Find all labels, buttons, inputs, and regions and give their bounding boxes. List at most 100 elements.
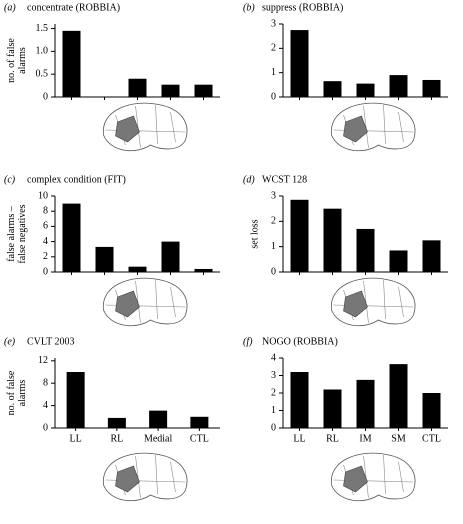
brain-outline <box>103 452 188 502</box>
y-tick-label: 1.0 <box>36 46 49 57</box>
x-tick-label: CTL <box>190 433 209 444</box>
bar <box>128 266 147 272</box>
panel-label: (e) <box>4 336 16 347</box>
y-tick-label: 0 <box>43 266 48 277</box>
y-tick-label: 10 <box>38 190 48 201</box>
y-tick-label: 1 <box>271 67 276 78</box>
bar <box>62 30 81 97</box>
y-tick-label: 8 <box>43 205 48 216</box>
bar <box>66 372 85 428</box>
panel-title: complex condition (FIT) <box>27 174 126 185</box>
bar <box>356 379 375 428</box>
x-tick-label: LL <box>70 433 82 444</box>
bar <box>356 228 375 272</box>
bar <box>422 79 441 97</box>
brain-outline <box>331 102 416 152</box>
y-tick-label: 2 <box>43 251 48 262</box>
y-axis-label: alarms <box>17 380 28 407</box>
x-tick-label: RL <box>326 433 339 444</box>
brain-lesion <box>115 115 140 143</box>
brain-lesion <box>115 290 140 318</box>
y-tick-label: 2 <box>271 216 276 227</box>
y-axis-label: no. of false <box>6 38 17 83</box>
y-tick-label: 1.5 <box>36 23 49 34</box>
bar <box>422 240 441 272</box>
brain-sulcus <box>135 105 141 149</box>
brain-lesion <box>343 465 368 493</box>
y-tick-label: 12 <box>38 355 48 366</box>
brain-sulcus <box>383 104 386 145</box>
y-tick-label: 3 <box>271 18 276 29</box>
panel-label: (d) <box>243 174 255 185</box>
y-tick-label: 3 <box>271 370 276 381</box>
y-tick-label: 0 <box>43 91 48 102</box>
bar <box>290 372 309 428</box>
brain-sulcus <box>383 279 386 320</box>
y-tick-label: 0.5 <box>36 68 49 79</box>
y-tick-label: 8 <box>43 377 48 388</box>
brain-lesion <box>343 115 368 143</box>
panel-title: CVLT 2003 <box>27 336 75 347</box>
bar <box>149 410 168 428</box>
bar <box>389 364 408 428</box>
brain-lesion <box>343 290 368 318</box>
bar <box>161 241 180 272</box>
bar <box>194 84 213 97</box>
panel-label: (a) <box>4 2 16 13</box>
bar <box>323 389 342 428</box>
panel-label: (f) <box>243 336 253 347</box>
x-tick-label: SM <box>391 433 406 444</box>
bar <box>128 78 147 97</box>
bar <box>62 203 81 272</box>
brain-sulcus <box>155 454 158 495</box>
brain-outline <box>331 277 416 327</box>
y-tick-label: 0 <box>271 422 276 433</box>
brain-sulcus <box>135 455 141 499</box>
y-axis-label: alarms <box>17 47 28 74</box>
bar <box>323 81 342 97</box>
y-tick-label: 0 <box>43 422 48 433</box>
brain-outline <box>103 102 188 152</box>
x-tick-label: IM <box>359 433 371 444</box>
y-tick-label: 2 <box>271 43 276 54</box>
bar <box>422 393 441 428</box>
bar <box>389 250 408 272</box>
bar <box>323 208 342 272</box>
brain-sulcus <box>170 461 176 493</box>
brain-sulcus <box>363 105 369 149</box>
y-tick-label: 4 <box>271 352 276 363</box>
x-tick-label: Medial <box>144 433 173 444</box>
y-tick-label: 6 <box>43 221 48 232</box>
panel-title: WCST 128 <box>262 174 307 185</box>
y-tick-label: 3 <box>271 190 276 201</box>
brain-sulcus <box>398 286 404 318</box>
y-axis-label: false negatives <box>17 204 28 263</box>
panel-title: concentrate (ROBBIA) <box>27 2 120 13</box>
panel-title: suppress (ROBBIA) <box>262 2 343 13</box>
brain-sulcus <box>155 104 158 145</box>
brain-lesion <box>115 465 140 493</box>
bar <box>190 416 209 428</box>
brain-sulcus <box>170 111 176 143</box>
y-tick-label: 0 <box>271 91 276 102</box>
bar <box>389 75 408 97</box>
brain-sulcus <box>383 454 386 495</box>
y-axis-label: no. of false <box>6 370 17 415</box>
y-tick-label: 2 <box>271 387 276 398</box>
bar <box>161 84 180 97</box>
bar <box>290 199 309 272</box>
x-tick-label: RL <box>110 433 123 444</box>
bar <box>95 246 114 272</box>
brain-sulcus <box>170 286 176 318</box>
bar <box>194 268 213 272</box>
panel-label: (c) <box>4 174 16 185</box>
brain-sulcus <box>155 279 158 320</box>
bar <box>356 83 375 97</box>
y-tick-label: 4 <box>43 400 48 411</box>
bar <box>107 417 126 428</box>
brain-sulcus <box>398 111 404 143</box>
brain-sulcus <box>363 280 369 324</box>
brain-outline <box>331 452 416 502</box>
y-axis-label: set loss <box>249 219 260 248</box>
y-tick-label: 1 <box>271 241 276 252</box>
